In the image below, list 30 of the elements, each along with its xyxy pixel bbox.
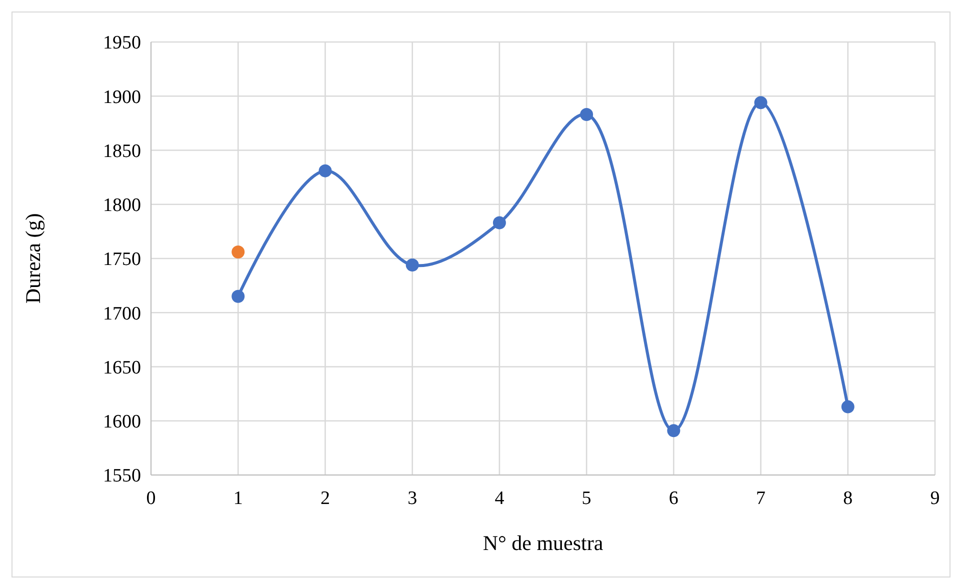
point <box>318 164 332 178</box>
x-tick-label: 7 <box>756 488 766 509</box>
y-axis-title: Dureza (g) <box>21 213 45 304</box>
y-tick-label: 1700 <box>103 303 141 324</box>
x-tick-label: 1 <box>233 488 243 509</box>
y-tick-label: 1650 <box>103 357 141 378</box>
point <box>492 216 506 230</box>
x-tick-label: 0 <box>146 488 156 509</box>
point <box>580 108 594 122</box>
point <box>754 96 768 110</box>
y-tick-label: 1800 <box>103 195 141 216</box>
x-tick-label: 5 <box>582 488 592 509</box>
x-axis-title: N° de muestra <box>482 531 604 555</box>
y-tick-label: 1900 <box>103 86 141 108</box>
y-tick-label: 1550 <box>103 466 141 487</box>
x-tick-label: 8 <box>843 488 853 509</box>
y-tick-label: 1850 <box>103 140 141 162</box>
x-tick-label: 6 <box>668 488 678 509</box>
point <box>841 400 854 414</box>
x-tick-label: 9 <box>930 488 940 509</box>
point <box>232 290 245 303</box>
point <box>406 258 419 272</box>
y-tick-label: 1600 <box>103 412 141 433</box>
x-tick-label: 4 <box>494 488 505 509</box>
x-tick-label: 3 <box>408 488 418 509</box>
point <box>232 246 245 259</box>
x-tick-label: 2 <box>320 488 330 509</box>
point <box>667 424 680 438</box>
y-tick-label: 1750 <box>103 249 141 270</box>
y-tick-label: 1950 <box>103 32 141 54</box>
